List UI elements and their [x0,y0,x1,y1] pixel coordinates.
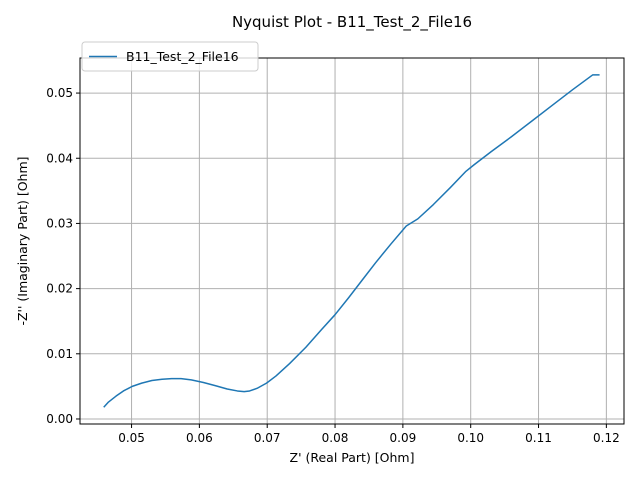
y-tick-label: 0.03 [46,216,73,230]
grid-layer [80,58,624,424]
y-tick-label: 0.05 [46,86,73,100]
y-tick-label: 0.01 [46,347,73,361]
x-axis-label: Z' (Real Part) [Ohm] [290,450,415,465]
x-tick-label: 0.11 [525,431,552,445]
y-tick-label: 0.00 [46,412,73,426]
x-tick-label: 0.09 [390,431,417,445]
y-tick-label: 0.02 [46,282,73,296]
y-axis-label: -Z'' (Imaginary Part) [Ohm] [15,156,30,325]
series-line [103,74,600,408]
y-tick-label: 0.04 [46,151,73,165]
x-tick-label: 0.12 [593,431,620,445]
legend-box [81,41,259,72]
plot-frame [79,57,625,425]
legend: B11_Test_2_File16 [81,41,259,72]
series-layer [103,74,600,408]
x-tick-label: 0.06 [186,431,213,445]
x-tick-label: 0.10 [457,431,484,445]
x-tick-label: 0.08 [322,431,349,445]
tick-layer: 0.05 0.06 0.07 0.08 0.09 0.10 0.11 0.12 0.00 0.01… [46,86,619,445]
chart-title: Nyquist Plot - B11_Test_2_File16 [232,13,472,32]
x-tick-label: 0.05 [118,431,145,445]
x-tick-label: 0.07 [254,431,281,445]
legend-label: B11_Test_2_File16 [126,49,239,64]
